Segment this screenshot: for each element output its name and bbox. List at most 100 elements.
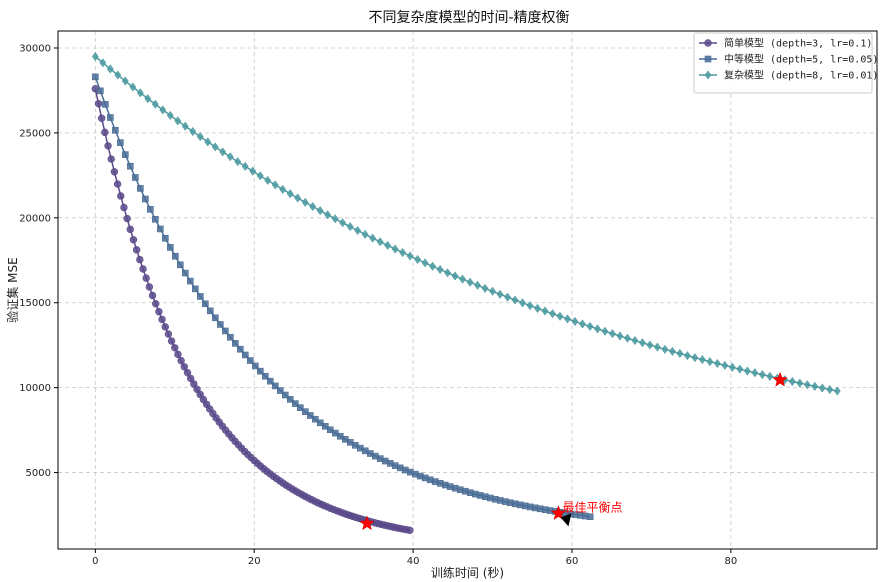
data-point (142, 274, 150, 282)
data-point (145, 283, 154, 291)
data-point (661, 344, 669, 354)
data-point (152, 215, 159, 223)
data-point (190, 380, 198, 388)
data-point (316, 419, 324, 427)
data-point (136, 255, 144, 264)
data-point (242, 351, 249, 359)
data-point (261, 372, 269, 380)
data-point (676, 349, 684, 359)
data-point (167, 244, 174, 251)
data-point (489, 286, 496, 296)
data-point (186, 374, 195, 383)
legend-label: 中等模型 (depth=5, lr=0.05) (724, 53, 878, 66)
data-point (444, 268, 451, 278)
data-point (171, 344, 179, 352)
legend[interactable]: 简单模型 (depth=3, lr=0.1) 中等模型 (depth=5, lr=… (693, 32, 878, 94)
data-point (92, 73, 99, 81)
data-point (196, 132, 204, 142)
best-point-star (772, 371, 788, 387)
legend-label: 复杂模型 (depth=8, lr=0.01) (724, 69, 878, 82)
data-point (429, 261, 436, 271)
series-layer (91, 51, 841, 535)
data-point (126, 225, 134, 234)
data-point (296, 404, 304, 411)
data-point (271, 180, 279, 190)
data-point (211, 142, 219, 152)
data-point (266, 377, 274, 385)
data-point (751, 368, 759, 378)
data-point (197, 293, 204, 300)
data-point (249, 166, 257, 176)
data-point (721, 360, 729, 370)
data-point (279, 184, 287, 194)
data-point (616, 331, 624, 341)
data-point (306, 412, 314, 419)
series-line (94, 88, 411, 532)
data-point (504, 292, 511, 302)
data-point (142, 195, 149, 203)
data-point (91, 51, 99, 61)
data-point (294, 193, 302, 203)
annotation-arrow-icon (560, 513, 572, 527)
data-point (106, 64, 114, 74)
data-point (117, 139, 124, 146)
data-point (162, 235, 169, 242)
data-point (155, 307, 163, 316)
data-point (158, 315, 166, 324)
x-tick-label: 40 (407, 556, 420, 567)
data-point (237, 345, 244, 353)
data-point (766, 371, 774, 381)
data-point (826, 385, 834, 395)
data-point (803, 380, 811, 390)
data-point (743, 366, 751, 376)
data-point (301, 197, 309, 207)
data-point (166, 110, 174, 120)
data-point (811, 381, 819, 391)
data-point (132, 246, 141, 254)
legend-item[interactable]: 复杂模型 (depth=8, lr=0.01) (699, 69, 878, 82)
series-diamond (91, 51, 841, 396)
data-point (669, 346, 676, 356)
grid (58, 31, 877, 549)
series-circle (91, 85, 414, 535)
data-point (331, 214, 339, 224)
x-tick-label: 20 (248, 556, 261, 567)
data-point (247, 357, 254, 364)
data-point (579, 319, 586, 329)
data-point (346, 222, 354, 232)
data-point (436, 265, 444, 275)
data-point (212, 314, 219, 322)
data-point (107, 155, 115, 163)
data-point (519, 298, 526, 308)
data-point (97, 114, 106, 122)
data-point (541, 306, 549, 316)
data-point (818, 383, 826, 393)
legend-item[interactable]: 中等模型 (depth=5, lr=0.05) (699, 53, 878, 66)
data-point (459, 274, 466, 284)
data-point (276, 387, 284, 394)
data-point (110, 168, 119, 176)
legend-item[interactable]: 简单模型 (depth=3, lr=0.1) (699, 37, 872, 50)
best-points-layer (359, 371, 788, 531)
x-axis-label: 训练时间 (秒) (431, 565, 504, 580)
data-point (556, 311, 564, 321)
data-point (309, 202, 317, 212)
best-point-star (359, 515, 375, 531)
y-tick-label: 5000 (26, 468, 51, 479)
data-point (123, 214, 131, 223)
data-point (164, 330, 173, 338)
data-point (112, 126, 119, 134)
data-point (192, 285, 199, 293)
data-point (222, 327, 229, 335)
data-point (496, 289, 504, 299)
data-point (97, 87, 104, 95)
x-tick-label: 60 (566, 556, 579, 567)
data-point (646, 340, 654, 350)
data-point (369, 233, 377, 243)
y-tick-label: 25000 (19, 128, 51, 139)
data-point (511, 295, 519, 305)
x-tick-label: 0 (92, 556, 98, 567)
data-point (127, 162, 134, 170)
data-point (189, 126, 197, 136)
data-point (311, 415, 319, 423)
